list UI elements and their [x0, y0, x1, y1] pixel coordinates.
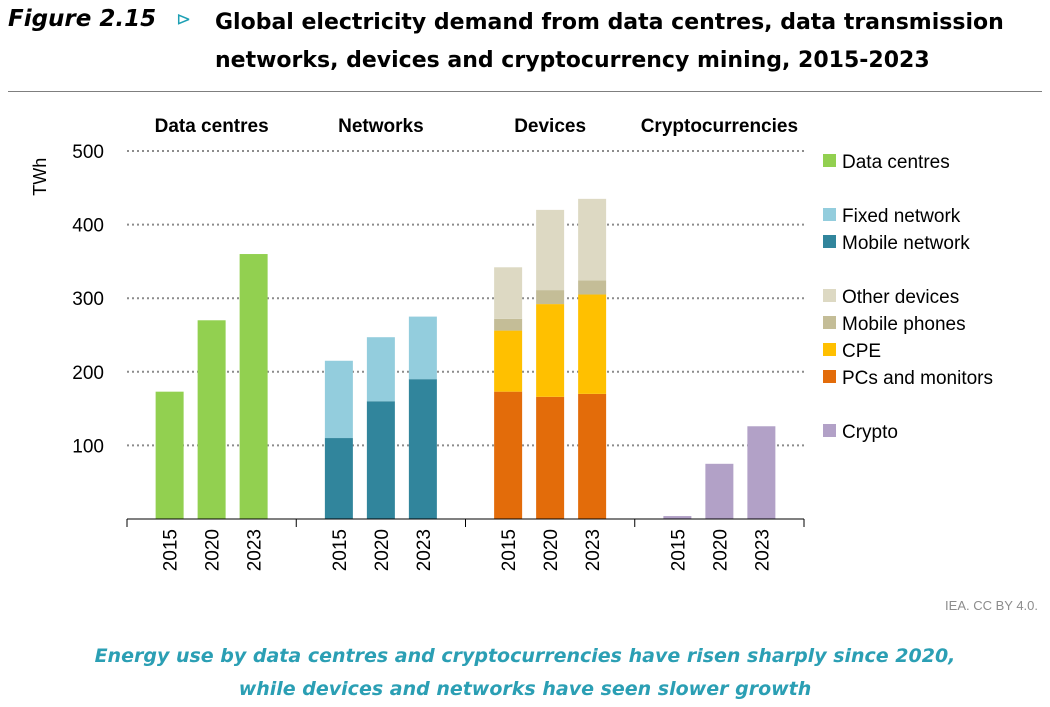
figure-label: Figure 2.15 — [8, 6, 157, 32]
x-tick-label: 2020 — [710, 529, 731, 571]
x-tick-label: 2015 — [668, 529, 689, 571]
legend-label: Data centres — [842, 152, 950, 173]
y-tick-label: 500 — [72, 142, 104, 163]
figure-title: Global electricity demand from data cent… — [215, 10, 1004, 73]
x-tick-label: 2015 — [499, 529, 520, 571]
legend-swatch — [823, 370, 836, 383]
source-credit: IEA. CC BY 4.0. — [945, 598, 1038, 613]
caption-line-1: Energy use by data centres and cryptocur… — [94, 645, 956, 667]
legend: Data centres Fixed network Mobile network O… — [823, 152, 993, 443]
bar-segment — [578, 280, 607, 295]
group-title: Networks — [338, 116, 424, 137]
bar-segment — [408, 316, 437, 380]
bar-segment — [366, 401, 395, 519]
legend-label: Mobile network — [842, 233, 970, 254]
legend-label: Other devices — [842, 287, 959, 308]
bar-segment — [536, 304, 565, 397]
legend-label: Mobile phones — [842, 314, 966, 335]
bars — [155, 198, 776, 520]
legend-label: Fixed network — [842, 206, 961, 227]
legend-swatch — [823, 289, 836, 302]
bar-segment — [578, 294, 607, 394]
y-tick-label: 400 — [72, 216, 104, 237]
bar-segment — [536, 396, 565, 519]
legend-swatch — [823, 154, 836, 167]
bar-segment — [536, 290, 565, 305]
x-tick-label: 2020 — [541, 529, 562, 571]
bar-segment — [494, 391, 523, 519]
bar-segment — [197, 320, 226, 519]
figure-caption: Energy use by data centres and cryptocur… — [0, 640, 1050, 706]
legend-label: CPE — [842, 341, 881, 362]
gridlines — [127, 150, 804, 447]
legend-swatch — [823, 208, 836, 221]
group-title: Devices — [514, 116, 586, 137]
x-tick-label: 2023 — [414, 529, 435, 571]
bar-segment — [366, 337, 395, 402]
header-divider — [8, 91, 1042, 92]
x-tick-label: 2015 — [330, 529, 351, 571]
legend-swatch — [823, 424, 836, 437]
x-tick-label: 2020 — [203, 529, 224, 571]
figure-marker-icon: ⊳ — [176, 9, 192, 30]
x-tick-label: 2023 — [583, 529, 604, 571]
group-title: Data centres — [155, 116, 269, 137]
y-tick-label: 300 — [72, 289, 104, 310]
y-tick-label: 100 — [72, 436, 104, 457]
figure-header: Figure 2.15 ⊳ Global electricity demand … — [0, 0, 1050, 92]
legend-swatch — [823, 235, 836, 248]
y-tick-label: 200 — [72, 363, 104, 384]
x-tick-label: 2015 — [161, 529, 182, 571]
bar-segment — [494, 318, 523, 331]
bar-segment — [663, 516, 692, 519]
bar-segment — [239, 254, 268, 520]
bar-segment — [408, 379, 437, 519]
bar-segment — [324, 360, 353, 439]
x-tick-label: 2023 — [752, 529, 773, 571]
bar-segment — [155, 391, 184, 519]
legend-swatch — [823, 316, 836, 329]
x-tick-label: 2020 — [372, 529, 393, 571]
legend-swatch — [823, 343, 836, 356]
bar-segment — [578, 393, 607, 519]
bar-segment — [705, 463, 734, 519]
legend-label: PCs and monitors — [842, 368, 993, 389]
bar-segment — [578, 198, 607, 281]
legend-label: Crypto — [842, 422, 898, 443]
bar-segment — [494, 330, 523, 392]
bar-segment — [324, 438, 353, 519]
group-title: Cryptocurrencies — [641, 116, 798, 137]
bar-segment — [494, 267, 523, 319]
bar-segment — [536, 209, 565, 291]
axes: 100 200 300 400 500 TWh Data centres 2015 2020 20… — [30, 116, 805, 571]
x-tick-label: 2023 — [245, 529, 266, 571]
y-axis-title: TWh — [30, 158, 50, 196]
bar-segment — [747, 426, 776, 519]
caption-line-2: while devices and networks have seen slo… — [238, 678, 812, 700]
stacked-bar-chart: 100 200 300 400 500 TWh Data centres 2015 2020 20… — [30, 116, 993, 571]
